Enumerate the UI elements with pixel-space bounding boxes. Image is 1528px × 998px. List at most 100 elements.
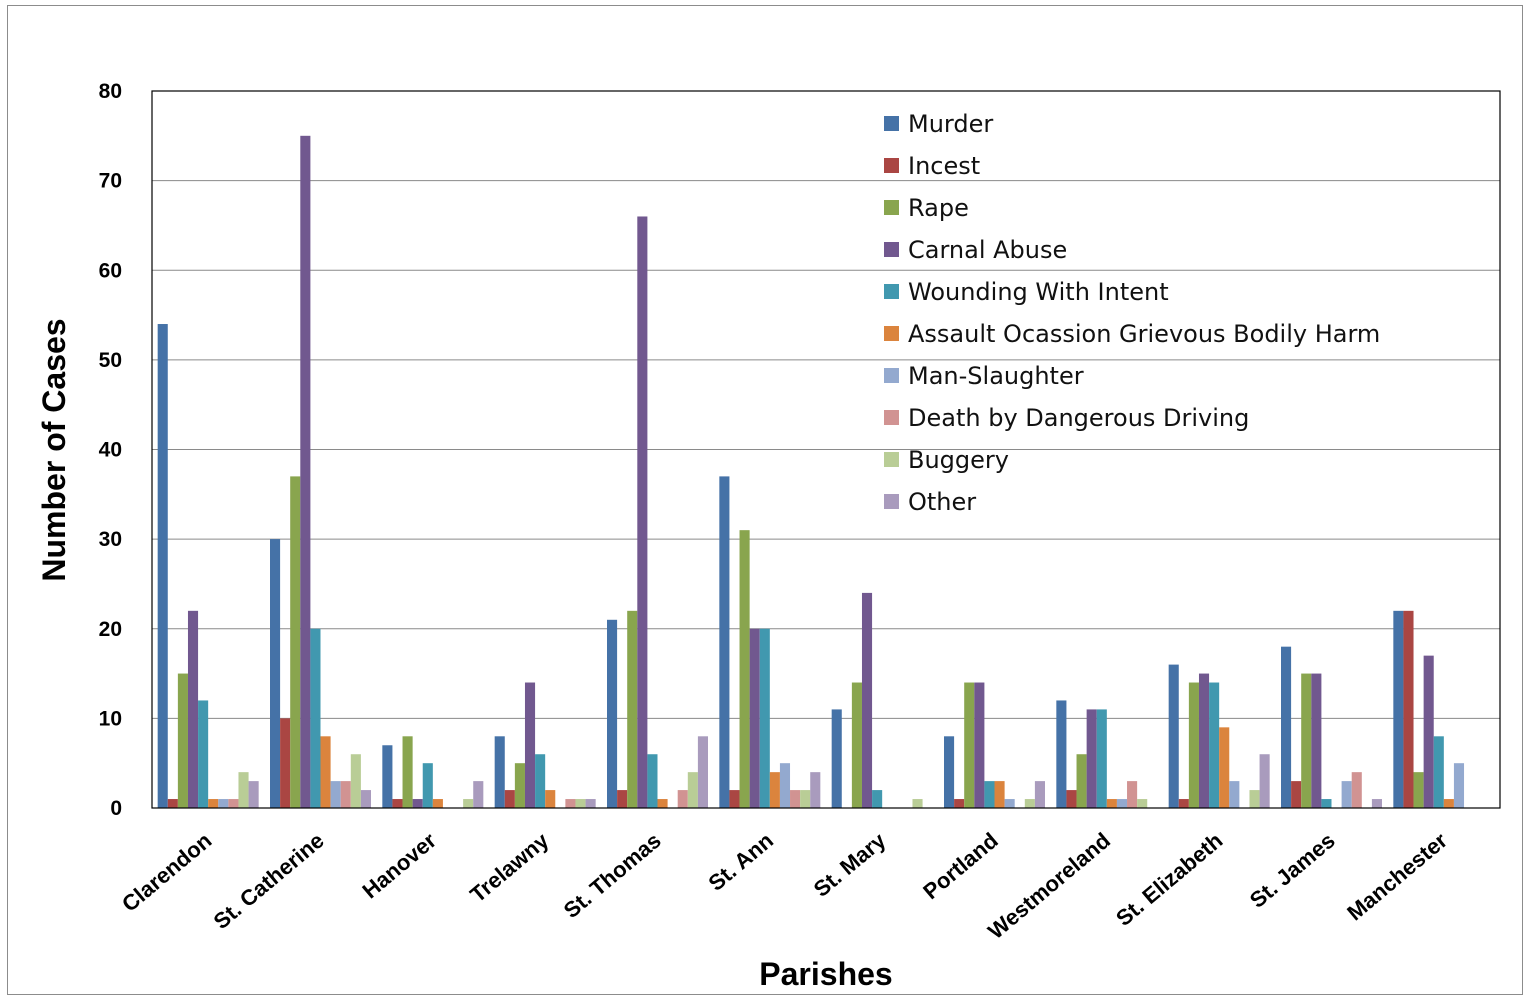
bar-wounding-with-intent-7	[984, 781, 995, 808]
bar-wounding-with-intent-11	[1433, 736, 1444, 808]
bar-incest-2	[392, 799, 403, 808]
bar-buggery-8	[1137, 799, 1148, 808]
legend-label: Man-Slaughter	[908, 362, 1084, 390]
bar-wounding-with-intent-0	[198, 700, 209, 808]
bar-wounding-with-intent-2	[422, 763, 433, 808]
bar-murder-8	[1056, 700, 1067, 808]
bar-rape-9	[1188, 682, 1199, 808]
bar-incest-8	[1066, 790, 1077, 808]
bar-incest-1	[280, 718, 291, 809]
bar-man-slaughter-9	[1229, 781, 1240, 808]
legend-label: Wounding With Intent	[908, 278, 1169, 306]
bar-assault-ocassion-grievous-bodily-harm-1	[320, 736, 331, 808]
bar-other-3	[585, 799, 596, 808]
bar-assault-ocassion-grievous-bodily-harm-4	[657, 799, 668, 808]
x-category-label: Trelawny	[465, 827, 554, 907]
y-tick-label: 40	[99, 439, 122, 462]
legend-swatch	[884, 284, 899, 299]
bar-carnal-abuse-6	[861, 592, 873, 808]
bar-carnal-abuse-5	[749, 628, 760, 808]
y-axis-tick-labels: 0 10 20 30 40 50 60 70 80	[99, 80, 122, 820]
bar-death-by-dangerous-driving-4	[677, 790, 688, 808]
legend-swatch	[884, 158, 899, 173]
bar-wounding-with-intent-4	[647, 754, 658, 808]
bar-man-slaughter-8	[1116, 799, 1128, 808]
bar-buggery-5	[800, 790, 811, 808]
bar-carnal-abuse-1	[300, 135, 311, 808]
gridlines	[152, 180, 1500, 719]
x-category-label: St. James	[1245, 828, 1340, 913]
x-axis-title: Parishes	[759, 956, 892, 992]
legend-label: Carnal Abuse	[908, 236, 1067, 264]
bar-rape-5	[739, 530, 750, 808]
bar-assault-ocassion-grievous-bodily-harm-5	[769, 772, 780, 808]
legend: Murder Incest Rape Carnal Abuse Wounding Wit…	[884, 110, 1380, 516]
bar-murder-2	[382, 745, 393, 808]
bar-assault-ocassion-grievous-bodily-harm-9	[1219, 727, 1230, 808]
bar-death-by-dangerous-driving-0	[228, 799, 239, 808]
bar-buggery-0	[238, 772, 249, 808]
bar-murder-5	[719, 476, 730, 808]
bar-rape-2	[402, 736, 413, 808]
legend-label: Murder	[908, 110, 993, 138]
x-category-label: St. Elizabeth	[1111, 828, 1227, 931]
legend-swatch	[884, 242, 899, 257]
x-category-label: Portland	[918, 828, 1002, 905]
bar-incest-10	[1291, 781, 1302, 808]
bar-incest-11	[1403, 610, 1414, 808]
bar-death-by-dangerous-driving-1	[340, 781, 351, 808]
bars	[157, 135, 1465, 809]
y-tick-label: 70	[99, 170, 122, 193]
bar-wounding-with-intent-3	[535, 754, 546, 808]
x-category-label: St. Thomas	[559, 828, 666, 923]
x-category-label: Westmoreland	[983, 828, 1115, 944]
bar-other-9	[1259, 754, 1270, 808]
bar-incest-7	[954, 799, 965, 808]
bar-other-7	[1034, 781, 1045, 808]
bar-assault-ocassion-grievous-bodily-harm-3	[545, 790, 556, 808]
bar-death-by-dangerous-driving-5	[790, 790, 801, 808]
bar-murder-0	[157, 324, 168, 808]
bar-murder-1	[270, 539, 281, 809]
y-tick-label: 0	[110, 797, 122, 820]
bar-wounding-with-intent-10	[1321, 799, 1332, 808]
y-axis-title: Number of Cases	[36, 318, 72, 581]
bar-carnal-abuse-4	[637, 216, 648, 809]
legend-label: Rape	[908, 194, 969, 222]
bar-carnal-abuse-8	[1086, 709, 1097, 808]
bar-man-slaughter-11	[1453, 763, 1465, 808]
y-tick-label: 50	[99, 349, 122, 372]
bar-other-2	[473, 781, 484, 808]
bar-man-slaughter-1	[330, 781, 341, 808]
bar-buggery-6	[912, 799, 923, 808]
bar-other-4	[697, 736, 708, 808]
x-category-label: Hanover	[357, 827, 441, 903]
bar-buggery-1	[350, 754, 361, 808]
y-tick-label: 10	[99, 707, 122, 730]
legend-swatch	[884, 494, 899, 509]
x-category-label: St. Ann	[704, 828, 778, 896]
bar-carnal-abuse-11	[1423, 655, 1434, 808]
bar-assault-ocassion-grievous-bodily-harm-8	[1106, 799, 1117, 808]
bar-other-1	[360, 790, 371, 808]
bar-murder-10	[1281, 646, 1292, 808]
legend-label: Death by Dangerous Driving	[908, 404, 1249, 432]
bar-rape-1	[290, 476, 301, 808]
bar-man-slaughter-7	[1004, 799, 1015, 808]
bar-death-by-dangerous-driving-3	[565, 799, 576, 808]
bar-other-0	[248, 781, 259, 808]
bar-incest-3	[504, 790, 515, 808]
bar-rape-6	[851, 682, 862, 808]
legend-label: Other	[908, 488, 976, 516]
bar-wounding-with-intent-5	[759, 628, 770, 808]
bar-rape-8	[1076, 754, 1087, 808]
bar-carnal-abuse-0	[187, 610, 199, 808]
bar-murder-9	[1168, 664, 1179, 808]
bar-assault-ocassion-grievous-bodily-harm-0	[208, 799, 219, 808]
legend-label: Buggery	[908, 446, 1009, 474]
legend-swatch	[884, 326, 899, 341]
bar-wounding-with-intent-1	[310, 628, 321, 808]
y-tick-label: 30	[99, 528, 122, 551]
bar-incest-0	[167, 799, 178, 808]
